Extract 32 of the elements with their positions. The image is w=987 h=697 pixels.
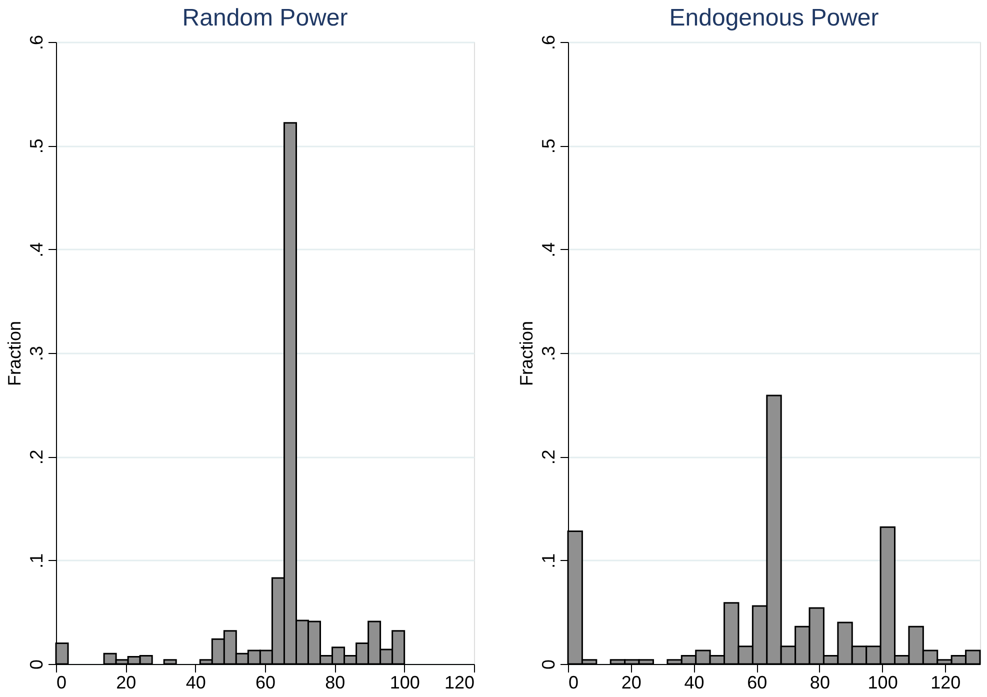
x-tick-label: 80	[810, 672, 830, 692]
x-tick-label: 60	[747, 672, 768, 692]
y-tick-label: .6	[26, 34, 46, 50]
x-tick-label: 20	[116, 672, 136, 692]
x-tick-label: 80	[325, 672, 346, 692]
y-tick-label: .1	[26, 553, 46, 568]
y-tick-label: 0	[538, 659, 558, 670]
y-tick-label: .2	[538, 450, 558, 465]
x-tick-label: 0	[56, 672, 67, 692]
y-tick-label: .5	[538, 138, 558, 154]
y-axis-title: Fraction	[4, 320, 24, 386]
x-tick-label: 120	[444, 672, 474, 692]
x-tick-label: 100	[390, 672, 420, 692]
y-tick-label: .2	[26, 450, 46, 465]
x-tick-label: 0	[568, 672, 579, 692]
y-tick-label: .3	[26, 346, 46, 362]
x-tick-label: 40	[186, 672, 206, 692]
y-tick-label: .5	[26, 138, 46, 154]
x-tick-label: 100	[868, 672, 898, 692]
y-tick-label: 0	[26, 659, 46, 670]
x-tick-label: 40	[684, 672, 704, 692]
chart-title: Random Power	[182, 4, 348, 32]
y-tick-label: .4	[538, 242, 558, 258]
y-tick-label: .4	[26, 242, 46, 258]
x-tick-label: 60	[255, 672, 276, 692]
x-tick-label: 20	[621, 672, 642, 692]
y-tick-label: .1	[538, 553, 558, 568]
y-tick-label: .6	[538, 34, 558, 50]
x-tick-label: 120	[930, 672, 961, 692]
y-axis-title: Fraction	[516, 320, 536, 386]
chart-title: Endogenous Power	[669, 4, 879, 32]
y-tick-label: .3	[538, 346, 558, 362]
